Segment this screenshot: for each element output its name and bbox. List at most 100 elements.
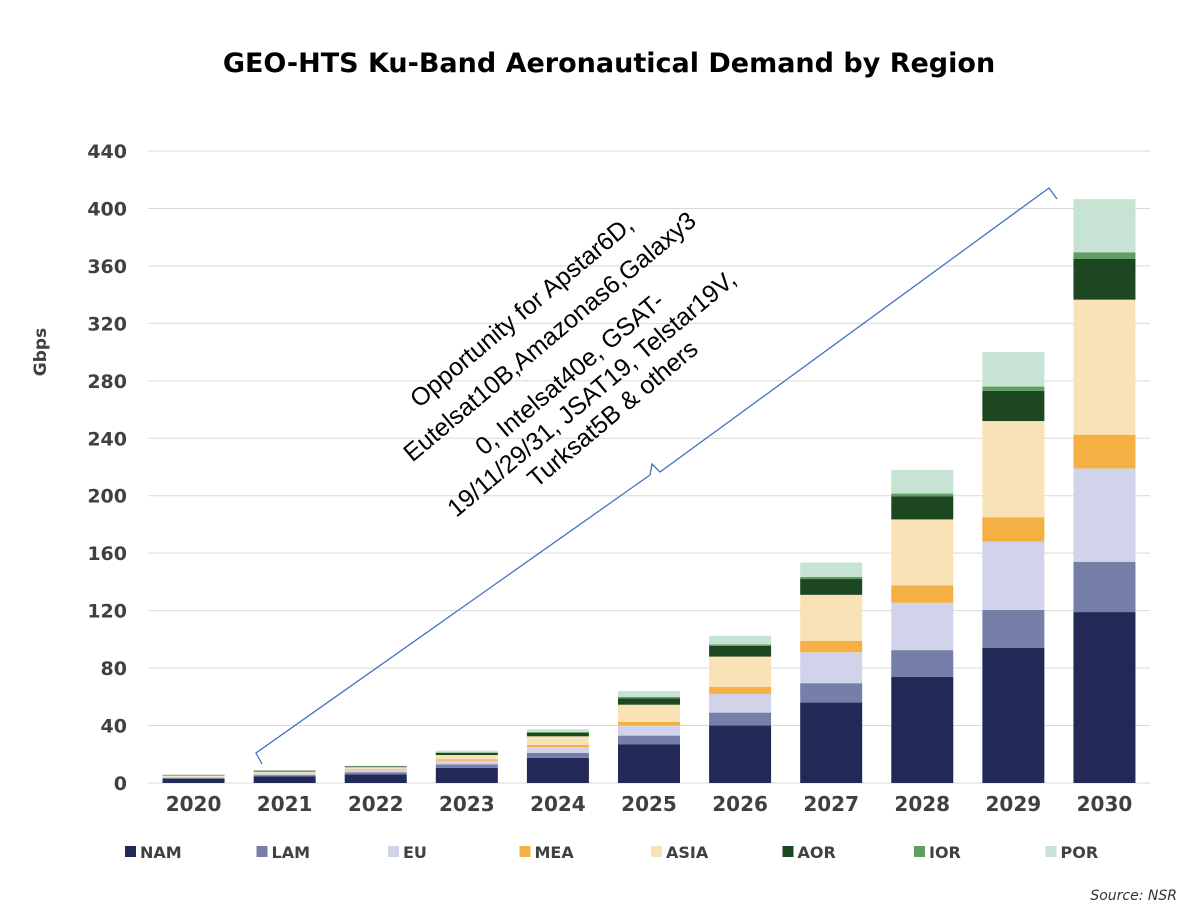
bar-eu-2030: [1073, 468, 1136, 562]
bar-mea-2023: [435, 759, 498, 761]
legend-label: AOR: [798, 843, 836, 862]
bar-aor-2022: [344, 766, 407, 768]
bar-eu-2026: [709, 693, 772, 713]
bar-eu-2028: [891, 602, 954, 651]
bar-nam-2029: [982, 647, 1045, 783]
bar-ior-2029: [982, 386, 1045, 391]
bar-lam-2024: [526, 752, 589, 758]
legend-swatch: [651, 846, 662, 857]
legend-label: EU: [403, 843, 427, 862]
y-tick-label: 280: [87, 371, 127, 393]
legend-item-mea: MEA: [519, 843, 574, 862]
x-tick-label: 2030: [1077, 792, 1133, 816]
bar-stack-2026: [709, 635, 772, 783]
bar-asia-2026: [709, 656, 772, 687]
x-tick-label: 2020: [166, 792, 222, 816]
legend-item-asia: ASIA: [651, 843, 709, 862]
legend-label: ASIA: [666, 843, 709, 862]
bar-mea-2028: [891, 585, 954, 603]
x-tick-label: 2026: [712, 792, 768, 816]
bar-nam-2026: [709, 725, 772, 783]
bar-stack-2020: [162, 774, 225, 783]
bar-ior-2028: [891, 493, 954, 497]
y-tick-label: 200: [87, 486, 127, 508]
bar-lam-2026: [709, 712, 772, 726]
y-tick-label: 120: [87, 601, 127, 623]
bar-lam-2020: [162, 777, 225, 779]
bar-ior-2024: [526, 732, 589, 733]
x-tick-label: 2021: [257, 792, 313, 816]
bar-asia-2030: [1073, 299, 1136, 435]
bar-stack-2022: [344, 765, 407, 783]
bar-mea-2030: [1073, 434, 1136, 469]
bar-stacks: [162, 199, 1136, 783]
bar-eu-2020: [162, 777, 225, 778]
y-tick-label: 0: [114, 773, 127, 795]
bar-asia-2027: [800, 594, 863, 641]
chart-title: GEO-HTS Ku-Band Aeronautical Demand by R…: [223, 48, 995, 79]
bar-stack-2029: [982, 352, 1045, 783]
bar-nam-2021: [253, 776, 316, 783]
bar-aor-2029: [982, 390, 1045, 422]
bar-eu-2023: [435, 760, 498, 765]
bar-por-2029: [982, 352, 1045, 387]
bar-lam-2025: [618, 735, 680, 745]
bar-asia-2029: [982, 421, 1045, 518]
bar-aor-2030: [1073, 258, 1136, 300]
bar-aor-2021: [253, 770, 316, 772]
x-tick-label: 2024: [530, 792, 586, 816]
x-tick-labels: 2020 2021 2022 2023 2024 2025 2026 2027 2028 2029…: [166, 792, 1133, 816]
y-tick-label: 440: [87, 141, 127, 163]
bar-nam-2025: [618, 744, 680, 783]
bar-asia-2023: [435, 754, 498, 760]
legend-swatch: [914, 846, 925, 857]
bar-mea-2029: [982, 517, 1045, 542]
gridlines: [148, 150, 1150, 784]
bar-nam-2028: [891, 676, 954, 783]
bar-eu-2029: [982, 541, 1045, 610]
bar-lam-2028: [891, 650, 954, 677]
bar-asia-2028: [891, 519, 954, 586]
y-tick-label: 240: [87, 428, 127, 450]
bar-nam-2020: [162, 778, 225, 783]
bar-eu-2024: [526, 747, 589, 753]
x-tick-label: 2028: [894, 792, 950, 816]
bar-asia-2024: [526, 736, 589, 745]
bar-eu-2021: [253, 773, 316, 776]
bar-mea-2025: [618, 721, 680, 726]
legend-label: LAM: [272, 843, 311, 862]
bar-aor-2027: [800, 579, 863, 595]
legend-swatch: [256, 846, 268, 857]
bar-mea-2022: [344, 769, 407, 771]
legend-swatch: [388, 846, 399, 857]
y-tick-label: 80: [101, 658, 127, 680]
x-tick-label: 2025: [621, 792, 677, 816]
bar-nam-2030: [1073, 612, 1136, 783]
x-tick-label: 2022: [348, 792, 404, 816]
y-tick-label: 360: [87, 256, 127, 278]
bar-por-2024: [526, 729, 589, 733]
bar-ior-2026: [709, 644, 772, 646]
legend-item-nam: NAM: [125, 843, 182, 862]
legend-label: IOR: [929, 843, 961, 862]
bar-nam-2023: [435, 767, 498, 783]
bar-lam-2030: [1073, 561, 1136, 613]
bar-stack-2028: [891, 469, 954, 783]
bar-mea-2024: [526, 744, 589, 748]
bar-nam-2024: [526, 757, 589, 783]
bar-stack-2023: [435, 750, 498, 783]
bar-aor-2028: [891, 496, 954, 520]
bar-asia-2020: [162, 775, 225, 777]
bar-lam-2022: [344, 772, 407, 775]
bar-asia-2025: [618, 704, 680, 722]
bar-por-2030: [1073, 199, 1136, 253]
legend-item-por: POR: [1045, 843, 1098, 862]
bar-ior-2030: [1073, 252, 1136, 259]
legend-swatch: [519, 846, 531, 857]
bar-nam-2027: [800, 702, 863, 783]
bar-stack-2030: [1073, 199, 1136, 783]
legend-label: NAM: [140, 843, 182, 862]
bar-eu-2027: [800, 652, 863, 684]
legend-swatch: [1045, 846, 1057, 857]
